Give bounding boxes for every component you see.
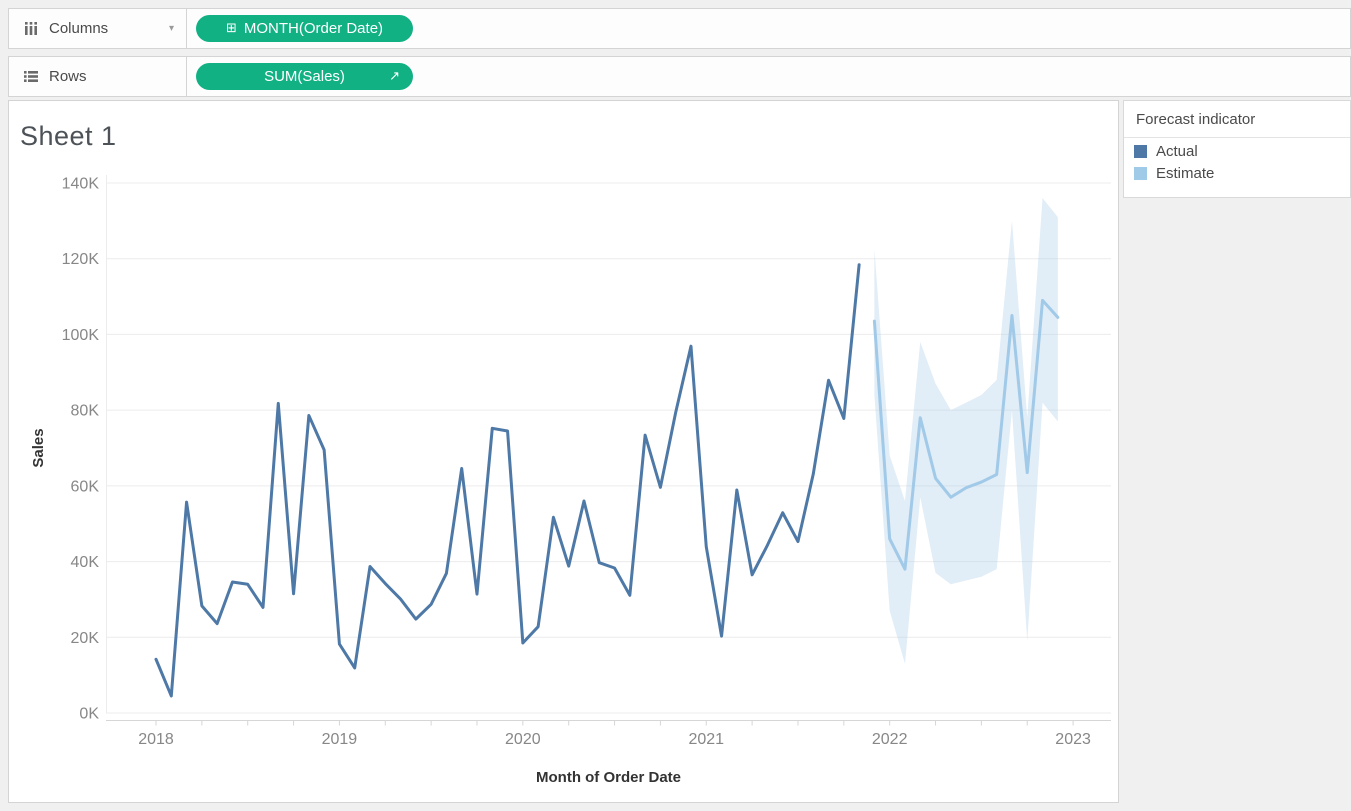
x-axis-title: Month of Order Date [536, 769, 681, 786]
x-axis-tick-label: 2023 [1055, 731, 1091, 748]
y-axis-tick-label: 100K [62, 327, 100, 344]
sales-forecast-chart[interactable]: 0K 20K 40K 60K 80K 100K 120K 140K 2018 2019 2020 20… [9, 101, 1118, 802]
x-axis-tick-label: 2018 [138, 731, 174, 748]
actual-series-line[interactable] [154, 263, 861, 698]
pill-sum-sales[interactable]: SUM(Sales) ↗ [196, 63, 413, 90]
x-axis-tick-label: 2020 [505, 731, 541, 748]
legend-divider [1124, 137, 1350, 138]
pill-label: SUM(Sales) [264, 68, 345, 85]
estimate-color-swatch [1134, 167, 1147, 180]
legend-item-estimate[interactable]: Estimate [1124, 165, 1350, 182]
legend-title: Forecast indicator [1136, 111, 1256, 128]
sheet-card: 0K 20K 40K 60K 80K 100K 120K 140K 2018 2019 2020 20… [8, 100, 1119, 803]
pill-label: MONTH(Order Date) [243, 20, 384, 37]
x-axis-tick-label: 2019 [322, 731, 358, 748]
date-expand-icon[interactable]: ⊞ [225, 21, 237, 36]
sheet-title: Sheet 1 [20, 121, 117, 151]
columns-shelf-label: Columns [49, 20, 109, 37]
y-axis-tick-label: 60K [71, 478, 100, 495]
legend-label-actual: Actual [1156, 143, 1198, 160]
rows-shelf: Rows SUM(Sales) ↗ [8, 56, 1351, 97]
columns-icon [25, 22, 37, 35]
y-axis-tick-label: 40K [71, 554, 100, 571]
y-axis-tick-label: 120K [62, 251, 100, 268]
y-axis-tick-label: 80K [71, 403, 100, 420]
legend-label-estimate: Estimate [1156, 165, 1215, 182]
rows-icon [24, 71, 38, 82]
columns-shelf-header[interactable]: Columns ▾ [9, 9, 187, 48]
x-axis-tick-label: 2021 [688, 731, 724, 748]
columns-shelf: Columns ▾ ⊞ MONTH(Order Date) [8, 8, 1351, 49]
forecast-indicator-icon[interactable]: ↗ [389, 69, 400, 84]
rows-shelf-header[interactable]: Rows [9, 57, 187, 96]
forecast-legend: Forecast indicator Actual Estimate [1123, 100, 1351, 198]
y-axis-tick-label: 20K [71, 630, 100, 647]
actual-color-swatch [1134, 145, 1147, 158]
y-axis-tick-label: 0K [79, 706, 99, 723]
rows-shelf-label: Rows [49, 68, 87, 85]
estimate-series-line[interactable] [872, 298, 1060, 571]
legend-item-actual[interactable]: Actual [1124, 143, 1350, 160]
columns-pill-zone: ⊞ MONTH(Order Date) [187, 15, 413, 42]
rows-pill-zone: SUM(Sales) ↗ [187, 63, 413, 90]
pill-month-order-date[interactable]: ⊞ MONTH(Order Date) [196, 15, 413, 42]
y-axis-title: Sales [30, 428, 47, 467]
chevron-down-icon[interactable]: ▾ [168, 23, 174, 34]
y-axis-tick-label: 140K [62, 176, 100, 193]
x-axis-tick-label: 2022 [872, 731, 908, 748]
